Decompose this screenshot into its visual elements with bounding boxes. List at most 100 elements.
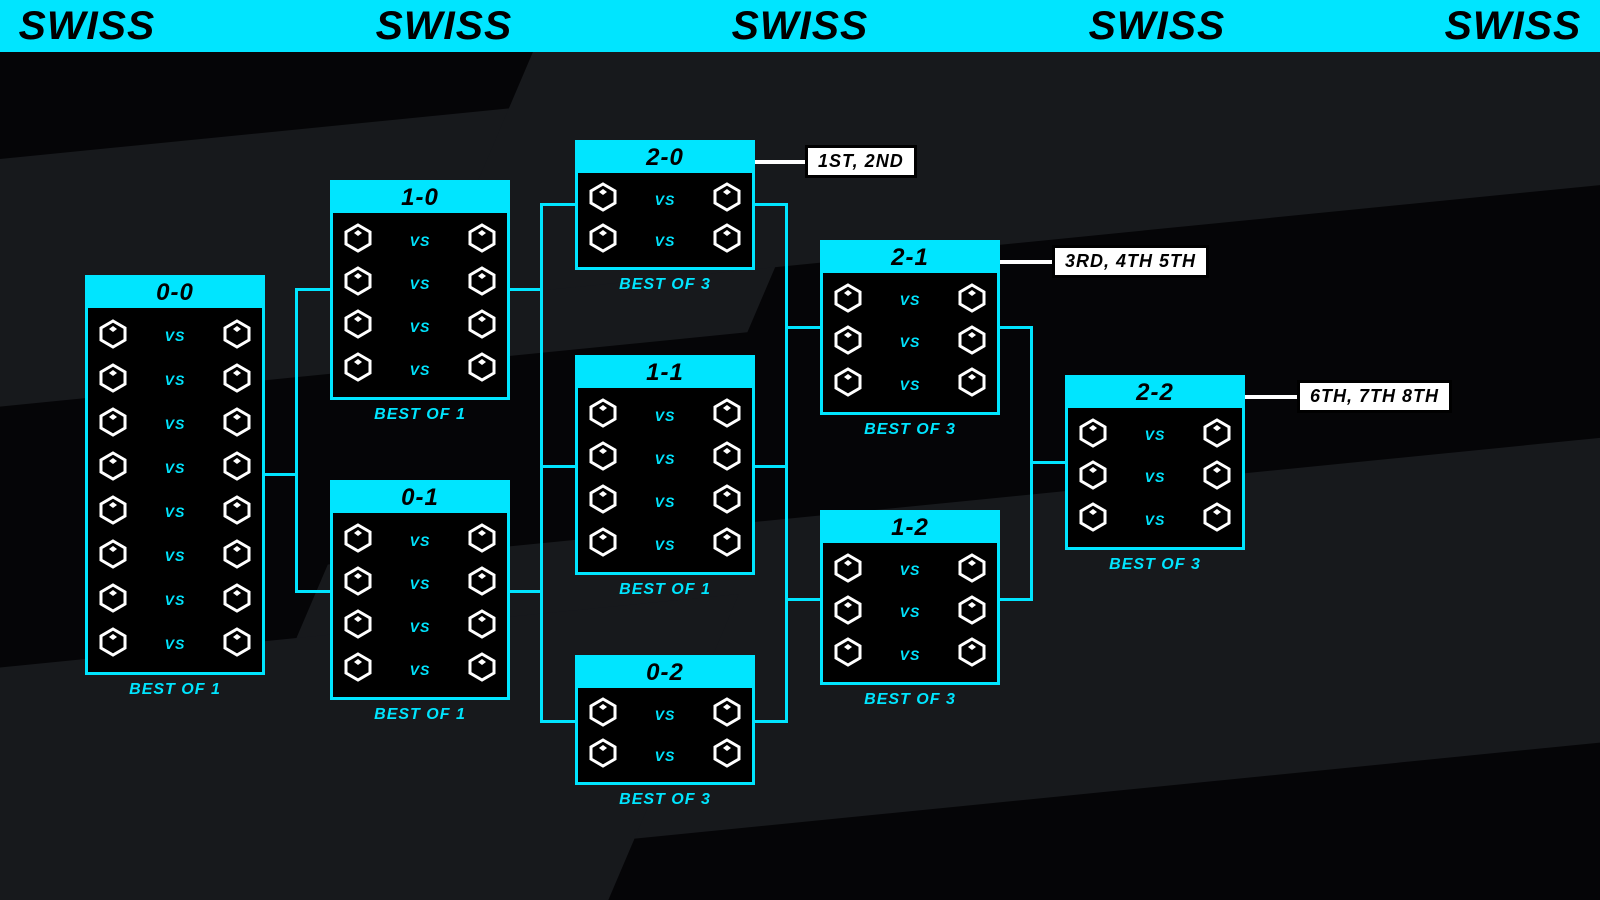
connector-line <box>265 473 295 476</box>
match-list: VS VS <box>578 173 752 267</box>
team-hex-icon <box>343 523 373 558</box>
vs-label: VS <box>900 647 921 663</box>
team-hex-icon <box>222 319 252 354</box>
team-hex-icon <box>343 352 373 387</box>
vs-label: VS <box>655 408 676 424</box>
team-hex-icon <box>222 363 252 398</box>
connector-line <box>540 203 575 206</box>
vs-label: VS <box>410 319 431 335</box>
match-row: VS <box>343 652 497 687</box>
vs-label: VS <box>165 460 186 476</box>
match-row: VS <box>1078 502 1232 537</box>
connector-line <box>785 326 788 601</box>
box-subtitle: BEST OF 3 <box>820 691 1000 709</box>
team-hex-icon <box>1078 418 1108 453</box>
team-hex-icon <box>467 566 497 601</box>
connector-line <box>785 598 820 601</box>
team-hex-icon <box>98 363 128 398</box>
match-row: VS <box>588 738 742 773</box>
bracket-box-b02: 0-2 VS VS <box>575 655 755 785</box>
vs-label: VS <box>655 748 676 764</box>
team-hex-icon <box>98 495 128 530</box>
match-row: VS <box>588 182 742 217</box>
team-hex-icon <box>712 697 742 732</box>
box-subtitle: BEST OF 3 <box>575 791 755 809</box>
team-hex-icon <box>343 309 373 344</box>
match-row: VS <box>343 609 497 644</box>
vs-label: VS <box>165 504 186 520</box>
vs-label: VS <box>900 334 921 350</box>
team-hex-icon <box>98 407 128 442</box>
team-hex-icon <box>222 451 252 486</box>
bracket-box-b22: 2-2 VS VS VS <box>1065 375 1245 550</box>
match-row: VS <box>98 407 252 442</box>
vs-label: VS <box>655 537 676 553</box>
match-row: VS <box>588 527 742 562</box>
vs-label: VS <box>655 494 676 510</box>
box-subtitle: BEST OF 3 <box>820 421 1000 439</box>
match-row: VS <box>343 523 497 558</box>
match-list: VS VS VS <box>823 273 997 412</box>
vs-label: VS <box>1145 512 1166 528</box>
team-hex-icon <box>343 566 373 601</box>
vs-label: VS <box>900 604 921 620</box>
match-row: VS <box>833 325 987 360</box>
team-hex-icon <box>1078 460 1108 495</box>
vs-label: VS <box>900 377 921 393</box>
connector-line <box>785 203 788 329</box>
match-row: VS <box>833 367 987 402</box>
match-row: VS <box>343 223 497 258</box>
tag-connector <box>1245 395 1301 399</box>
match-row: VS <box>588 398 742 433</box>
tag-connector <box>755 160 809 164</box>
box-title: 0-1 <box>333 483 507 513</box>
team-hex-icon <box>467 266 497 301</box>
box-title: 2-1 <box>823 243 997 273</box>
team-hex-icon <box>98 627 128 662</box>
team-hex-icon <box>712 738 742 773</box>
box-subtitle: BEST OF 3 <box>575 276 755 294</box>
team-hex-icon <box>957 637 987 672</box>
team-hex-icon <box>98 539 128 574</box>
team-hex-icon <box>712 223 742 258</box>
team-hex-icon <box>467 223 497 258</box>
team-hex-icon <box>712 441 742 476</box>
connector-line <box>540 465 575 468</box>
team-hex-icon <box>467 309 497 344</box>
connector-line <box>785 326 820 329</box>
match-row: VS <box>98 627 252 662</box>
vs-label: VS <box>410 276 431 292</box>
team-hex-icon <box>957 325 987 360</box>
box-title: 1-2 <box>823 513 997 543</box>
box-title: 1-1 <box>578 358 752 388</box>
vs-label: VS <box>165 592 186 608</box>
vs-label: VS <box>410 662 431 678</box>
connector-line <box>295 288 330 291</box>
match-row: VS <box>588 697 742 732</box>
team-hex-icon <box>343 266 373 301</box>
bracket-box-b21: 2-1 VS VS VS <box>820 240 1000 415</box>
vs-label: VS <box>410 533 431 549</box>
team-hex-icon <box>222 627 252 662</box>
connector-line <box>755 203 787 206</box>
team-hex-icon <box>467 609 497 644</box>
team-hex-icon <box>222 583 252 618</box>
vs-label: VS <box>900 292 921 308</box>
match-row: VS <box>343 266 497 301</box>
match-row: VS <box>98 319 252 354</box>
match-row: VS <box>98 495 252 530</box>
team-hex-icon <box>957 367 987 402</box>
vs-label: VS <box>165 372 186 388</box>
box-subtitle: BEST OF 1 <box>330 406 510 424</box>
bracket-stage: 0-0 VS VS VS VS VS VS VS <box>0 0 1600 900</box>
team-hex-icon <box>467 523 497 558</box>
team-hex-icon <box>957 553 987 588</box>
connector-line <box>785 598 788 723</box>
team-hex-icon <box>98 583 128 618</box>
connector-line <box>510 288 540 291</box>
team-hex-icon <box>588 697 618 732</box>
match-list: VS VS VS <box>1068 408 1242 547</box>
bracket-box-b11: 1-1 VS VS VS VS <box>575 355 755 575</box>
vs-label: VS <box>410 619 431 635</box>
vs-label: VS <box>655 707 676 723</box>
